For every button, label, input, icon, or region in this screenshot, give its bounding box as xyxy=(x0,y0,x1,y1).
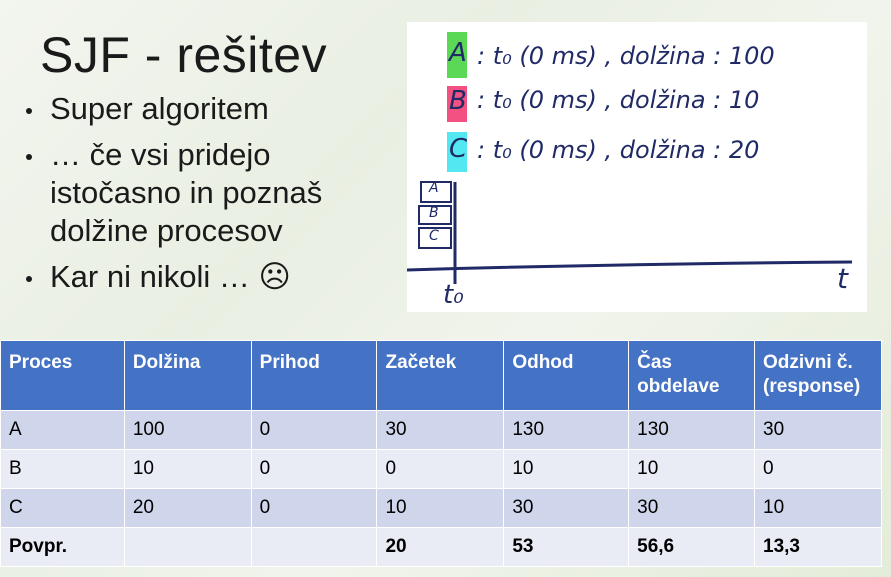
table-cell: 10 xyxy=(754,488,882,528)
table-cell: 0 xyxy=(250,449,378,489)
table-cell: 130 xyxy=(628,410,756,450)
table-cell: 53 xyxy=(503,527,630,567)
bullet-text: Kar ni nikoli … ☹ xyxy=(50,259,291,294)
header-proces: Proces xyxy=(0,340,125,411)
bullet-dot-icon xyxy=(26,276,32,282)
table-row: C 20 0 10 30 30 10 xyxy=(0,488,882,528)
table-cell: 10 xyxy=(503,449,630,489)
table-row: A 100 0 30 130 130 30 xyxy=(0,410,882,450)
table-cell: 0 xyxy=(754,449,882,489)
queue-box-c xyxy=(418,227,452,249)
table-cell: 0 xyxy=(250,488,378,528)
table-cell: 30 xyxy=(754,410,882,450)
table-cell: 100 xyxy=(123,410,252,450)
slide-title: SJF - rešitev xyxy=(40,27,328,83)
results-table: Proces Dolžina Prihod Začetek Odhod Čas … xyxy=(0,340,882,567)
queue-label-c: C xyxy=(429,228,439,244)
queue-label-a: A xyxy=(429,180,439,196)
queue-box-b xyxy=(418,205,452,225)
table-cell: 10 xyxy=(628,449,756,489)
table-cell: 30 xyxy=(628,488,756,528)
bullet-dot-icon xyxy=(26,154,32,160)
table-cell: 130 xyxy=(503,410,630,450)
axis-origin-label: t₀ xyxy=(443,280,464,310)
table-cell: 10 xyxy=(123,449,252,489)
header-dolzina: Dolžina xyxy=(123,340,252,411)
table-cell: 0 xyxy=(250,410,378,450)
header-zacetek: Začetek xyxy=(376,340,505,411)
bullet-item: … če vsi pridejo istočasno in poznaš dol… xyxy=(22,136,402,250)
header-odhod: Odhod xyxy=(503,340,630,411)
process-line-a: : t₀ (0 ms) , dolžina : 100 xyxy=(477,42,775,70)
x-axis-line xyxy=(407,260,853,272)
highlight-c xyxy=(447,132,467,172)
table-cell: 56,6 xyxy=(628,527,756,567)
highlight-b xyxy=(447,86,467,122)
process-letter-c: C xyxy=(449,134,468,164)
sketch-drawing xyxy=(407,32,853,284)
queue-box-a xyxy=(420,181,452,203)
header-cas-obdelave: Čas obdelave xyxy=(628,340,756,411)
table-cell: 20 xyxy=(123,488,252,528)
table-cell: 13,3 xyxy=(754,527,882,567)
header-odzivni-cas: Odzivni č. (response) xyxy=(754,340,882,411)
handwritten-sketch: A : t₀ (0 ms) , dolžina : 100 B : t₀ (0 … xyxy=(407,22,867,312)
queue-label-b: B xyxy=(429,205,439,221)
table-cell: Povpr. xyxy=(0,527,125,567)
process-letter-a: A xyxy=(449,38,467,68)
table-cell: 10 xyxy=(376,488,505,528)
bullet-list: Super algoritem … če vsi pridejo istočas… xyxy=(22,90,402,304)
table-cell: 30 xyxy=(503,488,630,528)
bullet-text: … če vsi pridejo istočasno in poznaš dol… xyxy=(50,137,323,248)
process-letter-b: B xyxy=(449,86,467,116)
table-header-row: Proces Dolžina Prihod Začetek Odhod Čas … xyxy=(0,340,882,411)
table-cell: B xyxy=(0,449,125,489)
table-cell: C xyxy=(0,488,125,528)
table-cell: 30 xyxy=(376,410,505,450)
bullet-dot-icon xyxy=(26,108,32,114)
table-cell: 0 xyxy=(376,449,505,489)
bullet-text: Super algoritem xyxy=(50,91,269,126)
axis-end-label: t xyxy=(837,262,848,295)
table-cell: A xyxy=(0,410,125,450)
bullet-item: Super algoritem xyxy=(22,90,402,128)
highlight-a xyxy=(447,32,467,78)
process-line-c: : t₀ (0 ms) , dolžina : 20 xyxy=(477,136,760,164)
process-line-b: : t₀ (0 ms) , dolžina : 10 xyxy=(477,86,760,114)
table-cell xyxy=(250,527,378,567)
table-cell xyxy=(123,527,252,567)
bullet-item: Kar ni nikoli … ☹ xyxy=(22,258,402,296)
header-prihod: Prihod xyxy=(250,340,378,411)
table-row-average: Povpr. 20 53 56,6 13,3 xyxy=(0,527,882,567)
table-row: B 10 0 0 10 10 0 xyxy=(0,449,882,489)
table-cell: 20 xyxy=(376,527,505,567)
